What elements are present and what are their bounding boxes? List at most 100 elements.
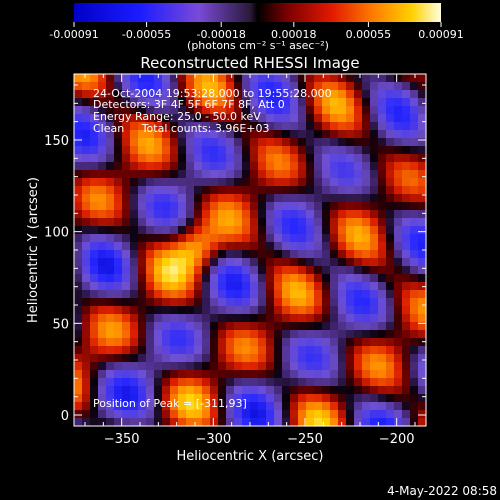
heatmap-cell — [98, 314, 107, 323]
heatmap-cell — [178, 306, 187, 315]
heatmap-cell — [306, 226, 315, 235]
heatmap-cell — [282, 226, 291, 235]
heatmap-cell — [226, 394, 235, 403]
heatmap-cell — [322, 258, 331, 267]
heatmap-cell — [282, 282, 291, 291]
heatmap-cell — [74, 378, 83, 387]
heatmap-cell — [210, 266, 219, 275]
heatmap-cell — [314, 338, 323, 347]
heatmap-cell — [266, 354, 275, 363]
heatmap-cell — [410, 186, 419, 195]
heatmap-cell — [322, 154, 331, 163]
heatmap-cell — [234, 138, 243, 147]
heatmap-cell — [218, 242, 227, 251]
heatmap-cell — [314, 418, 323, 427]
heatmap-cell — [186, 74, 195, 83]
heatmap-cell — [314, 410, 323, 419]
heatmap-cell — [250, 330, 259, 339]
heatmap-cell — [210, 250, 219, 259]
heatmap-cell — [106, 282, 115, 291]
heatmap-cell — [210, 226, 219, 235]
heatmap-cell — [274, 186, 283, 195]
heatmap-cell — [186, 402, 195, 411]
heatmap-cell — [218, 418, 227, 427]
heatmap-cell — [370, 82, 379, 91]
heatmap-cell — [130, 234, 139, 243]
heatmap-cell — [306, 106, 315, 115]
heatmap-cell — [418, 250, 427, 259]
heatmap-cell — [138, 274, 147, 283]
heatmap-cell — [114, 178, 123, 187]
heatmap-cell — [106, 258, 115, 267]
heatmap-cell — [162, 322, 171, 331]
heatmap-cell — [210, 354, 219, 363]
heatmap-cell — [378, 370, 387, 379]
heatmap-cell — [298, 202, 307, 211]
heatmap-cell — [106, 402, 115, 411]
heatmap-cell — [106, 202, 115, 211]
heatmap-cell — [98, 138, 107, 147]
heatmap-cell — [266, 322, 275, 331]
colorbar-tick-label: 0.00018 — [271, 28, 317, 41]
heatmap-cell — [74, 386, 83, 395]
heatmap-cell — [402, 282, 411, 291]
heatmap-cell — [330, 106, 339, 115]
heatmap-cell — [146, 90, 155, 99]
heatmap-cell — [226, 274, 235, 283]
heatmap-cell — [266, 154, 275, 163]
heatmap-cell — [386, 162, 395, 171]
heatmap-cell — [170, 146, 179, 155]
heatmap-cell — [298, 258, 307, 267]
heatmap-cell — [130, 378, 139, 387]
heatmap-cell — [194, 218, 203, 227]
heatmap-cell — [234, 386, 243, 395]
heatmap-cell — [290, 370, 299, 379]
heatmap-cell — [370, 218, 379, 227]
heatmap-cell — [330, 274, 339, 283]
heatmap-cell — [234, 114, 243, 123]
heatmap-cell — [338, 354, 347, 363]
heatmap-cell — [418, 370, 427, 379]
heatmap-cell — [386, 362, 395, 371]
heatmap-cell — [330, 122, 339, 131]
heatmap-cell — [370, 418, 379, 427]
heatmap-cell — [266, 298, 275, 307]
heatmap-cell — [386, 202, 395, 211]
heatmap-cell — [322, 250, 331, 259]
heatmap-cell — [242, 282, 251, 291]
heatmap-cell — [306, 290, 315, 299]
heatmap-cell — [122, 210, 131, 219]
heatmap-cell — [98, 178, 107, 187]
heatmap-cell — [202, 242, 211, 251]
heatmap-cell — [202, 130, 211, 139]
heatmap-cell — [330, 242, 339, 251]
heatmap-cell — [90, 410, 99, 419]
heatmap-cell — [378, 226, 387, 235]
heatmap-cell — [370, 354, 379, 363]
heatmap-cell — [418, 226, 427, 235]
heatmap-cell — [282, 106, 291, 115]
heatmap-cell — [266, 266, 275, 275]
heatmap-cell — [378, 202, 387, 211]
heatmap-cell — [210, 418, 219, 427]
heatmap-cell — [122, 306, 131, 315]
heatmap-cell — [306, 130, 315, 139]
heatmap-cell — [106, 266, 115, 275]
heatmap-cell — [402, 106, 411, 115]
heatmap-cell — [122, 258, 131, 267]
heatmap-cell — [234, 330, 243, 339]
heatmap-cell — [130, 298, 139, 307]
heatmap-cell — [394, 402, 403, 411]
heatmap-cell — [114, 186, 123, 195]
heatmap-cell — [258, 162, 267, 171]
heatmap-cell — [322, 266, 331, 275]
heatmap-cell — [178, 210, 187, 219]
heatmap-cell — [282, 266, 291, 275]
heatmap-cell — [186, 98, 195, 107]
heatmap-cell — [402, 322, 411, 331]
heatmap-cell — [202, 74, 211, 83]
heatmap-cell — [266, 90, 275, 99]
heatmap-cell — [114, 274, 123, 283]
heatmap-cell — [178, 298, 187, 307]
y-tick-label: 100 — [44, 226, 69, 241]
